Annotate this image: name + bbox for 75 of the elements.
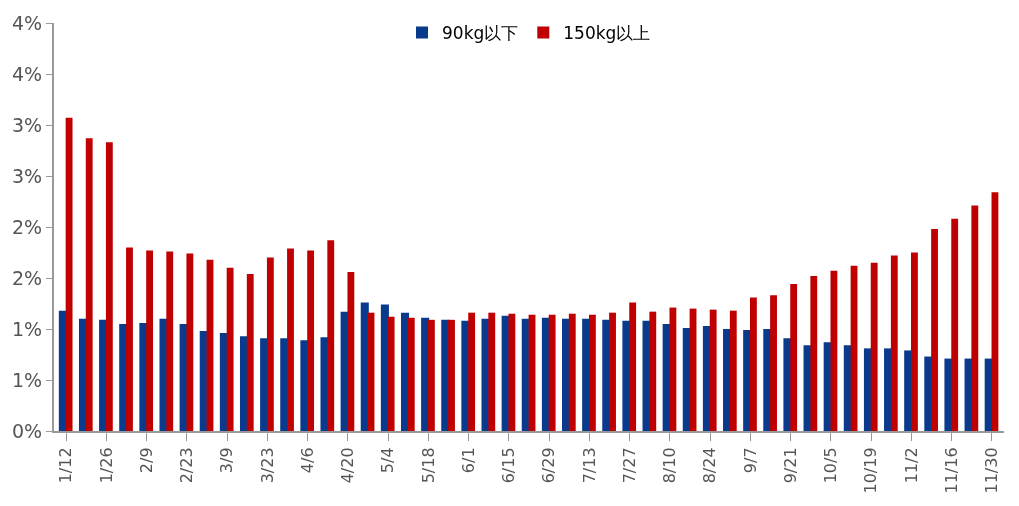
bar: [166, 251, 174, 431]
bar: [649, 311, 657, 431]
x-tick-label: 1/12: [56, 447, 76, 484]
bar: [609, 312, 616, 431]
y-tick-label: 2%: [12, 266, 43, 289]
x-tick-label: 3/9: [217, 447, 237, 474]
x-tick-label: 11/16: [941, 447, 961, 494]
bar: [407, 317, 415, 431]
bar: [548, 314, 556, 431]
y-tick-label: 3%: [12, 164, 43, 187]
bar: [588, 314, 596, 431]
bar: [146, 250, 154, 431]
bar: [246, 273, 254, 431]
bar: [790, 284, 798, 431]
x-tick-label: 9/7: [740, 447, 760, 474]
bar: [85, 138, 93, 431]
bar: [186, 253, 194, 431]
bar: [327, 240, 335, 431]
y-tick-label: 4%: [12, 11, 43, 34]
x-tick-label: 1/26: [96, 447, 116, 484]
bar: [266, 257, 274, 431]
bar: [427, 319, 435, 431]
bar: [870, 262, 878, 431]
bar: [126, 247, 133, 431]
x-tick-label: 11/2: [901, 447, 921, 484]
x-tick-label: 7/27: [619, 447, 639, 484]
bar: [307, 250, 315, 431]
bar: [347, 271, 355, 431]
bar: [750, 297, 757, 431]
bar: [971, 205, 979, 431]
bar: [508, 313, 516, 431]
y-tick-label: 0%: [12, 419, 43, 442]
x-tick-label: 4/6: [297, 447, 317, 474]
y-tick-label: 4%: [12, 62, 43, 85]
bar: [226, 267, 234, 431]
x-tick-label: 3/23: [257, 447, 277, 484]
bar: [448, 319, 455, 431]
x-tick-label: 7/13: [579, 447, 599, 484]
bar: [488, 312, 496, 431]
bar: [951, 218, 959, 431]
x-tick-label: 5/4: [378, 447, 398, 474]
y-tick-label: 1%: [12, 317, 43, 340]
bar: [387, 316, 395, 431]
x-tick-label: 6/1: [458, 447, 478, 474]
x-tick-label: 10/19: [861, 447, 881, 494]
bar: [468, 312, 476, 431]
x-tick-label: 10/5: [821, 447, 841, 484]
x-tick-label: 8/24: [700, 447, 720, 484]
x-tick-label: 2/9: [136, 447, 156, 474]
x-tick-label: 9/21: [780, 447, 800, 484]
x-tick-label: 6/29: [539, 447, 559, 484]
x-tick-label: 11/30: [982, 447, 1002, 494]
legend-label: 150kg以上: [563, 23, 651, 44]
y-tick-label: 3%: [12, 113, 43, 136]
bar: [890, 255, 898, 431]
bar: [709, 309, 717, 431]
y-tick-label: 2%: [12, 215, 43, 238]
x-tick-label: 4/20: [338, 447, 358, 484]
y-tick-label: 1%: [12, 368, 43, 391]
bar: [65, 117, 73, 431]
x-tick-label: 5/18: [418, 447, 438, 484]
bar: [629, 302, 637, 431]
bar: [287, 248, 294, 431]
x-tick-label: 2/23: [177, 447, 197, 484]
bar: [810, 275, 818, 431]
bar: [911, 252, 918, 431]
bar: [770, 295, 777, 431]
bar: [105, 142, 113, 431]
bar: [568, 313, 576, 431]
x-tick-label: 6/15: [499, 447, 519, 484]
bar: [931, 229, 938, 431]
bar: [669, 307, 677, 431]
bar: [729, 310, 737, 431]
x-tick-label: 8/10: [660, 447, 680, 484]
legend-label: 90kg以下: [442, 23, 519, 44]
